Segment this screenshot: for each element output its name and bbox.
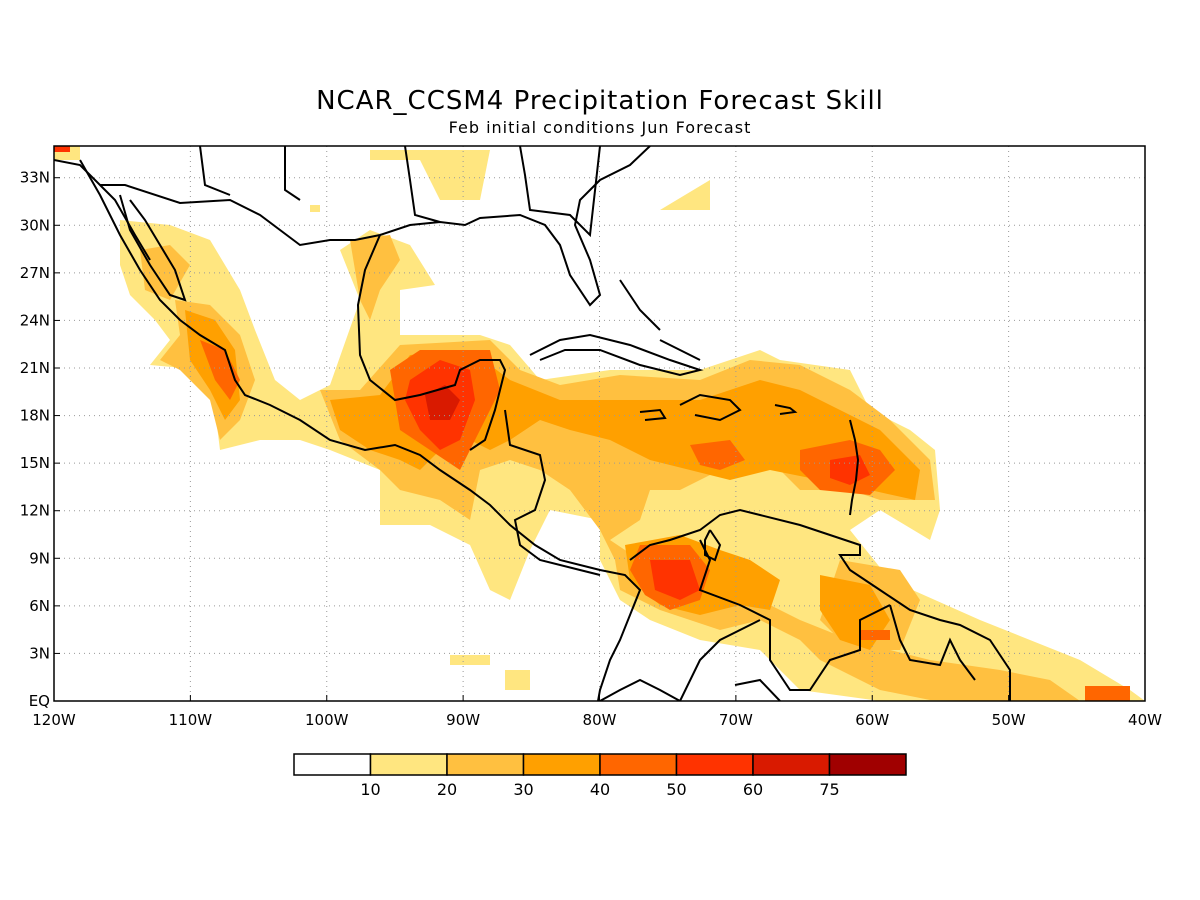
colorbar-swatch (522, 753, 601, 776)
lat-tick-label: 24N (20, 311, 50, 329)
latitude-labels: EQ 3N 6N 9N 12N 15N 18N 21N 24N 27N 30N 33N (20, 169, 60, 710)
lon-tick-label: 120W (32, 711, 76, 729)
grid-lines (54, 146, 1145, 701)
coastlines (54, 146, 1011, 701)
colorbar-label: 50 (666, 780, 686, 799)
colorbar-label: 75 (819, 780, 839, 799)
colorbar-label: 60 (743, 780, 763, 799)
colorbar-swatch (752, 753, 831, 776)
lon-tick-label: 70W (719, 711, 753, 729)
colorbar-swatch (675, 753, 754, 776)
lon-tick-label: 80W (583, 711, 617, 729)
lon-tick-label: 100W (305, 711, 349, 729)
colorbar-label: 10 (360, 780, 380, 799)
lat-tick-label: 18N (20, 407, 50, 425)
lat-tick-label: 9N (29, 549, 50, 567)
lon-tick-label: 110W (169, 711, 213, 729)
colorbar-swatch (293, 753, 372, 776)
lon-tick-label: 60W (855, 711, 889, 729)
colorbar-label: 20 (437, 780, 457, 799)
lat-tick-label: 6N (29, 597, 50, 615)
lat-tick-label: EQ (29, 692, 50, 710)
lat-tick-label: 15N (20, 454, 50, 472)
lat-tick-label: 27N (20, 264, 50, 282)
lat-tick-label: 3N (29, 644, 50, 662)
colorbar-swatch (446, 753, 525, 776)
colorbar-swatch (828, 753, 907, 776)
map-subtitle: Feb initial conditions Jun Forecast (448, 118, 752, 137)
lat-tick-label: 30N (20, 216, 50, 234)
colorbar-swatch (369, 753, 448, 776)
colorbar-swatch (599, 753, 678, 776)
lon-tick-label: 50W (992, 711, 1026, 729)
lat-tick-label: 33N (20, 169, 50, 187)
lon-tick-label: 90W (446, 711, 480, 729)
lat-tick-label: 12N (20, 502, 50, 520)
colorbar: 10 20 30 40 50 60 75 (293, 753, 907, 799)
lat-tick-label: 21N (20, 359, 50, 377)
colorbar-label: 30 (513, 780, 533, 799)
map-title: NCAR_CCSM4 Precipitation Forecast Skill (316, 86, 884, 116)
lon-tick-label: 40W (1128, 711, 1162, 729)
colorbar-label: 40 (590, 780, 610, 799)
skill-shading (54, 146, 1145, 701)
longitude-labels: 120W 110W 100W 90W 80W 70W 60W 50W 40W (32, 695, 1162, 729)
